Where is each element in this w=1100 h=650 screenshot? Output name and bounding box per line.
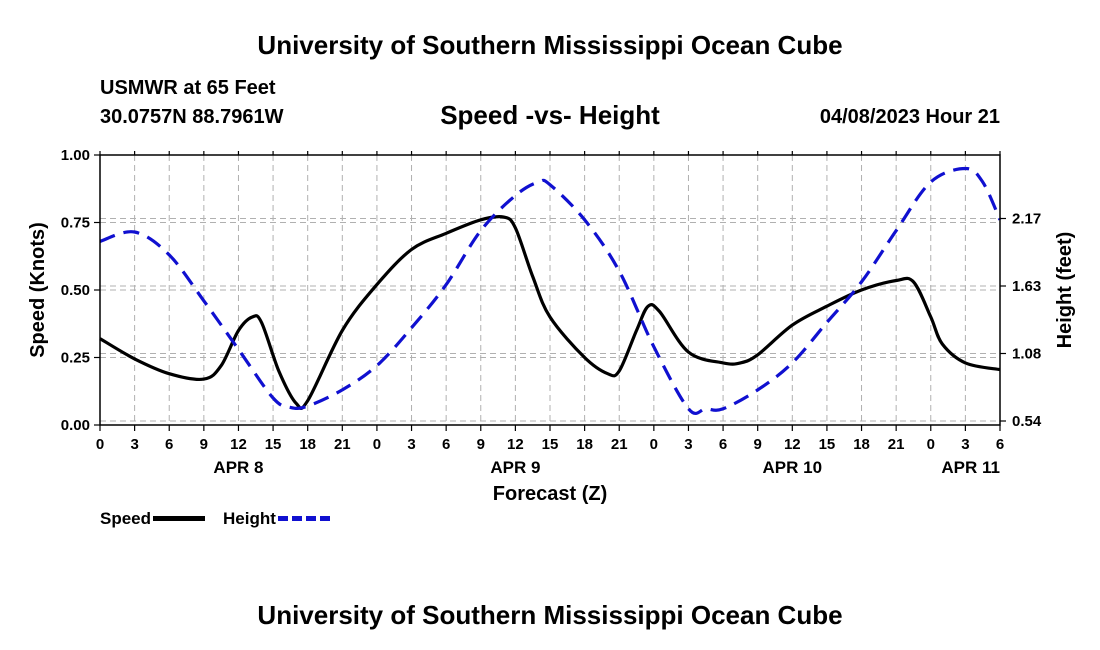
y-tick-label: 0.75: [61, 215, 90, 232]
x-tick-label: 18: [576, 436, 593, 453]
x-tick-label: 3: [407, 436, 415, 453]
series-line-height: [99, 166, 1002, 415]
x-tick-label: 18: [299, 436, 316, 453]
x-tick-label: 6: [996, 436, 1004, 453]
x-tick-label: 9: [200, 436, 208, 453]
x-tick-label: 6: [442, 436, 450, 453]
y-axis-title: Speed (Knots): [27, 222, 49, 358]
y-tick-label: 0.00: [61, 417, 90, 434]
y2-axis-title: Height (feet): [1054, 232, 1076, 349]
y-tick-label: 0.50: [61, 282, 90, 299]
x-tick-label: 3: [961, 436, 969, 453]
series-layer: [99, 166, 1002, 415]
x-tick-label: 3: [684, 436, 692, 453]
x-tick-label: 6: [165, 436, 173, 453]
x-tick-label: 6: [719, 436, 727, 453]
chart-subtitle: Speed -vs- Height: [440, 100, 660, 130]
x-tick-label: 12: [784, 436, 801, 453]
x-tick-label: 9: [754, 436, 762, 453]
x-tick-label: 12: [507, 436, 524, 453]
x-tick-label: 12: [230, 436, 247, 453]
y2-tick-label: 2.17: [1012, 211, 1041, 228]
x-tick-label: 0: [650, 436, 658, 453]
axis-labels: 0 3 6 9 12 15 18 21 0 3 6 9 12 15 18 21 0 3 6 9 12 15 18 21 0 3 6 A…: [61, 147, 1042, 477]
x-tick-label: 9: [477, 436, 485, 453]
footer-title: University of Southern Mississippi Ocean…: [257, 600, 843, 630]
x-tick-label: 0: [373, 436, 381, 453]
x-day-label: APR 9: [490, 458, 540, 477]
x-day-label: APR 10: [763, 458, 823, 477]
ticks: [94, 151, 1006, 431]
x-axis-title: Forecast (Z): [493, 483, 607, 505]
legend-height-label: Height: [223, 508, 276, 528]
y2-tick-label: 1.63: [1012, 278, 1041, 295]
page-title: University of Southern Mississippi Ocean…: [257, 30, 843, 60]
x-tick-label: 0: [927, 436, 935, 453]
x-tick-label: 15: [819, 436, 836, 453]
legend: Speed Height: [100, 508, 330, 529]
legend-height-swatch: [277, 516, 330, 522]
forecast-datetime: 04/08/2023 Hour 21: [819, 106, 1000, 128]
x-tick-label: 21: [611, 436, 628, 453]
x-day-label: APR 11: [941, 458, 1000, 477]
y2-tick-label: 1.08: [1012, 346, 1041, 363]
y-tick-label: 1.00: [61, 147, 90, 164]
x-tick-label: 0: [96, 436, 104, 453]
station-coordinates: 30.0757N 88.7961W: [100, 106, 284, 128]
y-tick-label: 0.25: [61, 350, 90, 367]
x-tick-label: 3: [130, 436, 138, 453]
x-day-label: APR 8: [213, 458, 263, 477]
x-tick-label: 21: [334, 436, 351, 453]
y2-tick-label: 0.54: [1012, 413, 1042, 430]
station-label: USMWR at 65 Feet: [100, 77, 276, 99]
x-tick-label: 15: [542, 436, 559, 453]
legend-speed-label: Speed: [100, 508, 152, 528]
x-tick-label: 18: [853, 436, 870, 453]
x-tick-label: 15: [265, 436, 282, 453]
x-tick-label: 21: [888, 436, 905, 453]
legend-speed-swatch: [153, 516, 206, 522]
